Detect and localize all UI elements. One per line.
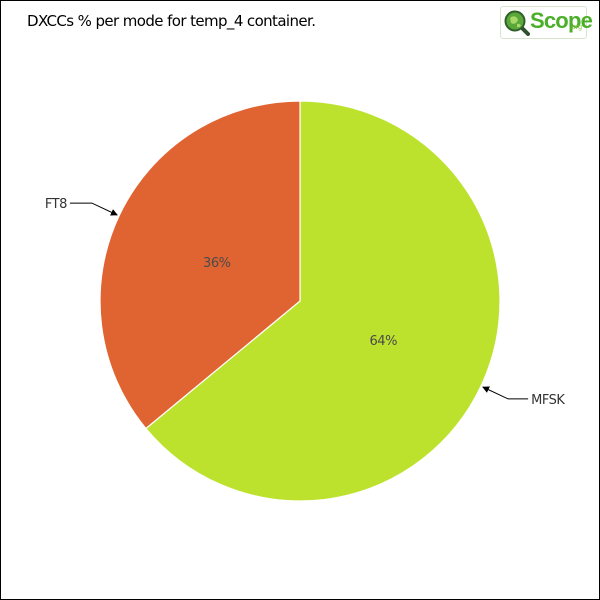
logo-suffix: .org [570,24,583,31]
slice-percent-mfsk: 64% [370,334,398,349]
qscope-logo: Scope .org [500,6,593,39]
pie-slice-mfsk [145,100,501,502]
pie-slice-ft8 [99,100,301,430]
logo-text: Scope [530,8,593,33]
leader-line-mfsk [482,386,529,400]
slice-label-ft8: FT8 [45,197,67,212]
chart-title: DXCCs % per mode for temp_4 container. [27,12,316,30]
leader-line-ft8 [69,202,118,216]
magnifier-globe-icon [504,10,530,36]
slice-percent-ft8: 36% [203,256,231,271]
slice-label-mfsk: MFSK [531,393,565,408]
